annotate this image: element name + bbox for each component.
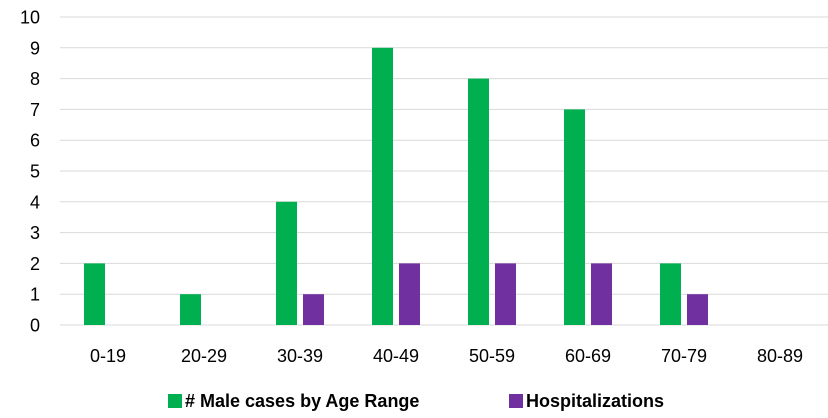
x-tick-label-30-39: 30-39: [277, 346, 323, 366]
legend-item-hospitalizations-label: Hospitalizations: [526, 391, 664, 411]
bar-hospitalizations-30-39: [303, 294, 324, 325]
bar-male-cases-20-29: [180, 294, 201, 325]
y-tick-label-8: 8: [30, 69, 40, 89]
bar-male-cases-70-79: [660, 263, 681, 325]
x-tick-label-80-89: 80-89: [757, 346, 803, 366]
legend-item-male-cases: # Male cases by Age Range: [168, 391, 419, 411]
y-tick-label-1: 1: [30, 285, 40, 305]
x-tick-label-40-49: 40-49: [373, 346, 419, 366]
legend: # Male cases by Age Range Hospitalization…: [168, 391, 664, 411]
y-tick-label-5: 5: [30, 162, 40, 182]
bar-hospitalizations-70-79: [687, 294, 708, 325]
bar-hospitalizations-60-69: [591, 263, 612, 325]
legend-item-hospitalizations: Hospitalizations: [509, 391, 664, 411]
legend-item-hospitalizations-swatch: [509, 394, 523, 408]
y-tick-label-3: 3: [30, 223, 40, 243]
y-tick-label-7: 7: [30, 100, 40, 120]
y-tick-label-9: 9: [30, 38, 40, 58]
legend-item-male-cases-label: # Male cases by Age Range: [185, 391, 419, 411]
y-axis-ticks: 0 1 2 3 4 5 6 7 8 9 10: [20, 8, 40, 336]
bar-hospitalizations-40-49: [399, 263, 420, 325]
bar-male-cases-50-59: [468, 78, 489, 325]
bar-hospitalizations-50-59: [495, 263, 516, 325]
bar-male-cases-30-39: [276, 201, 297, 325]
y-tick-label-2: 2: [30, 254, 40, 274]
y-tick-label-6: 6: [30, 131, 40, 151]
x-tick-label-50-59: 50-59: [469, 346, 515, 366]
grid-layer: [60, 16, 828, 326]
bar-male-cases-60-69: [564, 109, 585, 326]
x-tick-label-0-19: 0-19: [90, 346, 126, 366]
bars-layer: [84, 47, 708, 326]
x-tick-label-70-79: 70-79: [661, 346, 707, 366]
y-tick-label-0: 0: [30, 316, 40, 336]
x-tick-label-60-69: 60-69: [565, 346, 611, 366]
bar-male-cases-40-49: [372, 47, 393, 326]
bar-male-cases-0-19: [84, 263, 105, 325]
y-tick-label-10: 10: [20, 8, 40, 28]
x-axis-ticks: 0-19 20-29 30-39 40-49 50-59 60-69 70-79 80-89: [90, 346, 803, 366]
x-tick-label-20-29: 20-29: [181, 346, 227, 366]
legend-item-male-cases-swatch: [168, 394, 182, 408]
y-tick-label-4: 4: [30, 192, 40, 212]
